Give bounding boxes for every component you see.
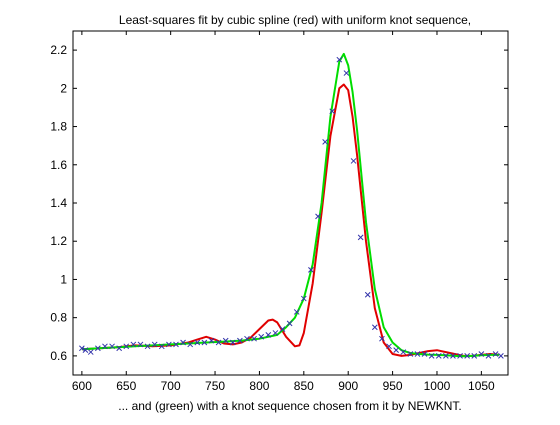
data-point — [315, 213, 321, 220]
data-point — [471, 353, 478, 359]
data-point — [414, 351, 421, 357]
data-point — [151, 341, 158, 348]
data-point — [386, 343, 392, 350]
data-point — [265, 332, 272, 338]
data-point — [208, 337, 215, 344]
data-point — [95, 345, 101, 352]
data-point — [180, 339, 186, 346]
data-point — [357, 234, 364, 241]
x-tick-label: 650 — [116, 379, 136, 393]
data-point — [194, 339, 201, 346]
x-tick-label: 900 — [338, 379, 358, 393]
data-point — [79, 345, 85, 352]
data-point — [407, 351, 414, 357]
data-point — [102, 343, 108, 350]
data-point — [379, 335, 385, 342]
data-point — [322, 138, 328, 145]
data-point — [450, 353, 456, 359]
data-point — [244, 335, 250, 342]
y-tick-label: 1 — [60, 272, 67, 286]
data-point — [300, 295, 307, 302]
x-tick-label: 800 — [249, 379, 269, 393]
y-tick-label: 2 — [60, 81, 67, 95]
data-point — [123, 343, 130, 350]
data-point — [279, 326, 286, 332]
data-point — [371, 324, 378, 331]
data-point — [251, 335, 257, 342]
data-point — [400, 349, 407, 355]
data-point — [364, 291, 371, 298]
data-point — [158, 343, 165, 350]
series-line-1 — [81, 52, 500, 358]
data-point — [443, 353, 449, 359]
data-point — [130, 341, 137, 348]
data-point — [258, 333, 265, 340]
data-point — [464, 353, 471, 359]
y-tick-label: 1.2 — [50, 234, 67, 248]
data-point — [173, 341, 179, 348]
chart-title: Least-squares fit by cubic spline (red) … — [119, 13, 471, 27]
data-point — [350, 158, 357, 164]
data-point — [336, 56, 343, 63]
data-point — [485, 353, 492, 359]
series-line-0 — [81, 83, 500, 357]
data-point — [498, 353, 504, 359]
data-point — [286, 320, 293, 327]
data-point — [428, 353, 435, 359]
data-point — [144, 343, 151, 350]
y-tick-label: 1.4 — [50, 196, 67, 210]
y-tick-label: 0.6 — [50, 349, 67, 363]
y-tick-label: 1.6 — [50, 158, 67, 172]
data-point — [229, 339, 236, 346]
data-point — [222, 337, 229, 344]
x-tick-label: 750 — [205, 379, 225, 393]
plot-area — [72, 30, 509, 376]
data-point — [166, 341, 172, 348]
data-point — [492, 351, 499, 357]
data-point — [393, 347, 399, 354]
y-tick-label: 1.8 — [50, 120, 67, 134]
data-point — [435, 353, 442, 359]
data-point — [116, 345, 123, 352]
axis-ticks: 600 650 700 750 800 850 900 950 1000 1050 0.6 0.8 1 1… — [50, 31, 508, 393]
data-point — [187, 341, 194, 348]
x-tick-label: 850 — [294, 379, 314, 393]
data-point — [293, 309, 300, 315]
x-tick-label: 600 — [72, 379, 92, 393]
data-point — [137, 341, 144, 348]
x-axis-label: ... and (green) with a knot sequence cho… — [118, 399, 462, 413]
data-point — [237, 337, 243, 344]
data-point — [272, 330, 279, 336]
x-tick-label: 1000 — [424, 379, 451, 393]
data-point — [109, 343, 115, 350]
data-point — [478, 351, 485, 357]
data-point — [201, 339, 208, 346]
data-point — [82, 347, 89, 354]
data-point — [421, 351, 428, 357]
data-point — [343, 70, 350, 76]
x-tick-label: 950 — [383, 379, 403, 393]
data-point — [457, 353, 463, 359]
x-tick-label: 700 — [161, 379, 181, 393]
y-tick-label: 2.2 — [50, 43, 67, 57]
x-tick-label: 1050 — [468, 379, 495, 393]
data-point — [215, 339, 222, 346]
y-tick-label: 0.8 — [50, 311, 67, 325]
data-point — [87, 349, 94, 355]
data-point — [308, 267, 314, 273]
series-layer — [79, 52, 504, 359]
data-point — [329, 108, 336, 115]
